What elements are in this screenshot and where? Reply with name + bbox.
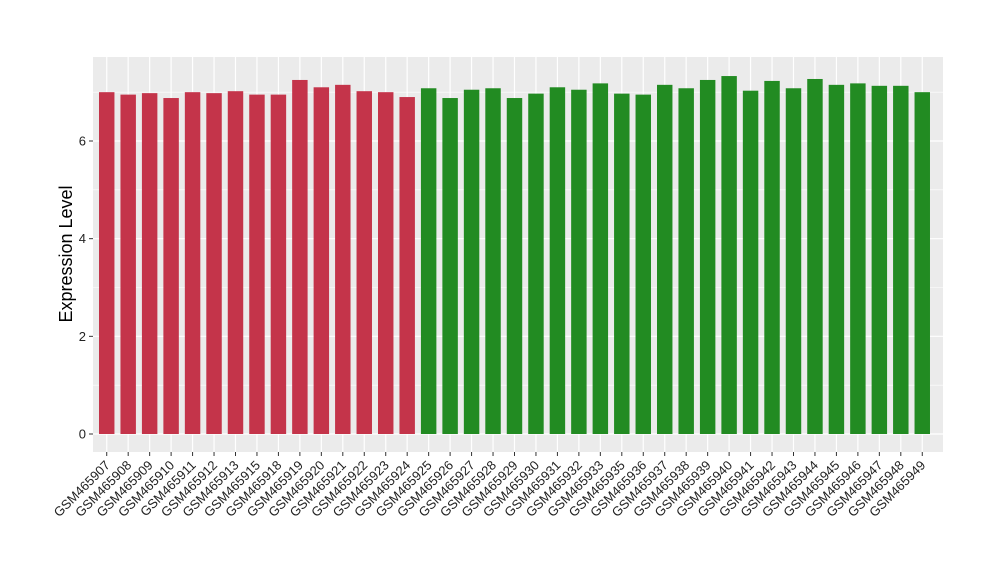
y-tick-label: 6 bbox=[79, 134, 86, 149]
bar-GSM465948 bbox=[893, 85, 909, 435]
bar-GSM465938 bbox=[678, 88, 694, 434]
bar-GSM465929 bbox=[506, 98, 523, 434]
bars bbox=[99, 76, 930, 435]
bar-GSM465908 bbox=[120, 94, 136, 434]
bar-GSM465943 bbox=[785, 88, 802, 434]
bar-GSM465941 bbox=[742, 90, 759, 435]
bar-GSM465910 bbox=[163, 98, 179, 434]
bar-GSM465937 bbox=[657, 84, 673, 434]
bar-GSM465935 bbox=[614, 93, 630, 435]
bar-GSM465931 bbox=[549, 87, 566, 435]
y-axis: 0 2 4 6 bbox=[79, 134, 93, 442]
x-axis: GSM465907GSM465908GSM465909GSM465910GSM4… bbox=[51, 452, 928, 520]
bar-GSM465926 bbox=[442, 98, 458, 434]
bar-GSM465912 bbox=[206, 93, 222, 434]
bar-GSM465933 bbox=[592, 83, 609, 435]
bar-GSM465924 bbox=[399, 97, 415, 435]
bar-GSM465928 bbox=[485, 88, 501, 434]
y-tick-label: 4 bbox=[79, 231, 86, 246]
bar-GSM465918 bbox=[270, 94, 287, 434]
bar-GSM465949 bbox=[914, 92, 930, 435]
bar-GSM465944 bbox=[807, 78, 823, 435]
y-axis-title: Expression Level bbox=[56, 185, 76, 322]
bar-GSM465942 bbox=[764, 80, 780, 434]
bar-GSM465932 bbox=[571, 89, 587, 434]
bar-GSM465940 bbox=[721, 76, 737, 434]
bar-GSM465939 bbox=[699, 79, 716, 434]
bar-GSM465907 bbox=[99, 92, 115, 435]
bar-GSM465925 bbox=[420, 88, 437, 434]
bar-GSM465945 bbox=[828, 84, 845, 434]
y-tick-label: 2 bbox=[79, 329, 86, 344]
bar-GSM465909 bbox=[141, 93, 158, 434]
bar-GSM465947 bbox=[871, 85, 888, 435]
bar-GSM465921 bbox=[335, 84, 351, 434]
bar-GSM465927 bbox=[463, 89, 480, 434]
bar-GSM465930 bbox=[528, 93, 544, 435]
bar-GSM465936 bbox=[635, 94, 651, 434]
bar-GSM465922 bbox=[356, 91, 372, 434]
bar-GSM465946 bbox=[850, 83, 866, 435]
bar-GSM465911 bbox=[184, 92, 201, 435]
bar-GSM465913 bbox=[227, 91, 244, 434]
bar-GSM465923 bbox=[378, 92, 394, 435]
bar-GSM465915 bbox=[249, 94, 265, 434]
bar-GSM465920 bbox=[313, 87, 330, 435]
bar-GSM465919 bbox=[292, 79, 308, 434]
y-tick-label: 0 bbox=[79, 427, 86, 442]
